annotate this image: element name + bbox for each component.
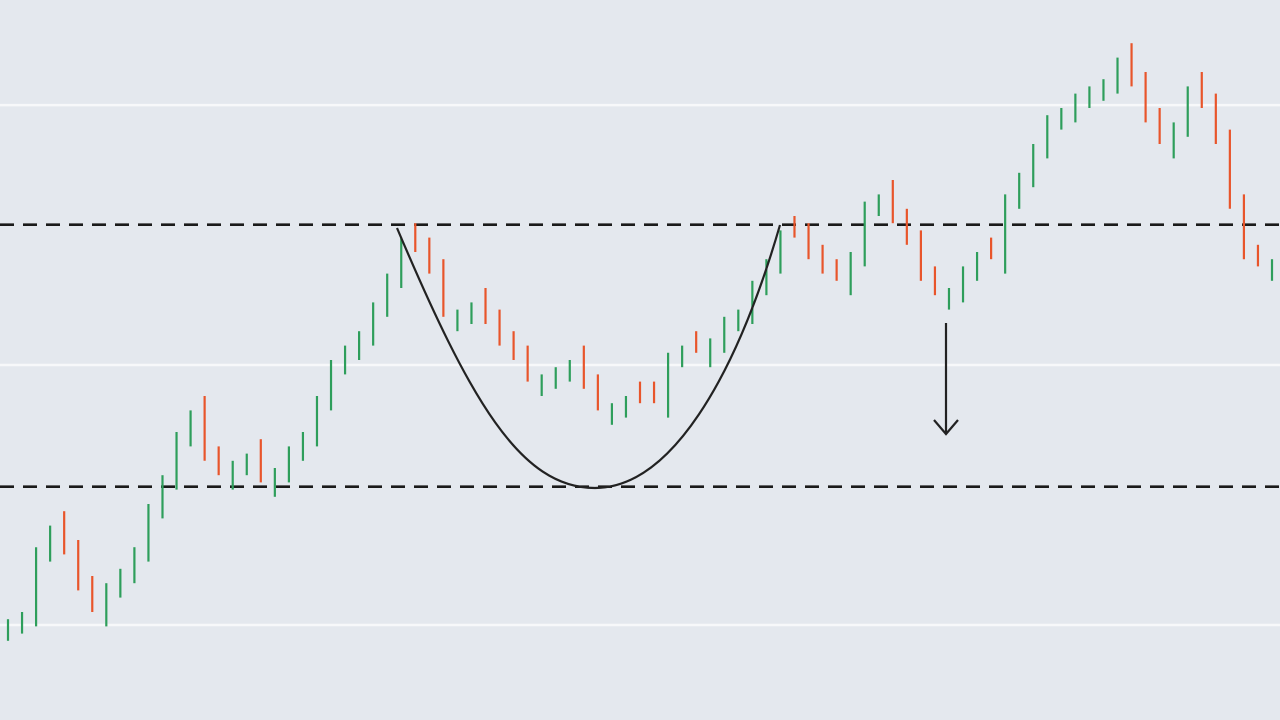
grid (0, 103, 1280, 627)
levels (0, 223, 1280, 489)
cup-curve (395, 224, 782, 490)
down-arrow (933, 323, 959, 436)
bars (6, 43, 1274, 641)
arrow-head (933, 419, 959, 436)
